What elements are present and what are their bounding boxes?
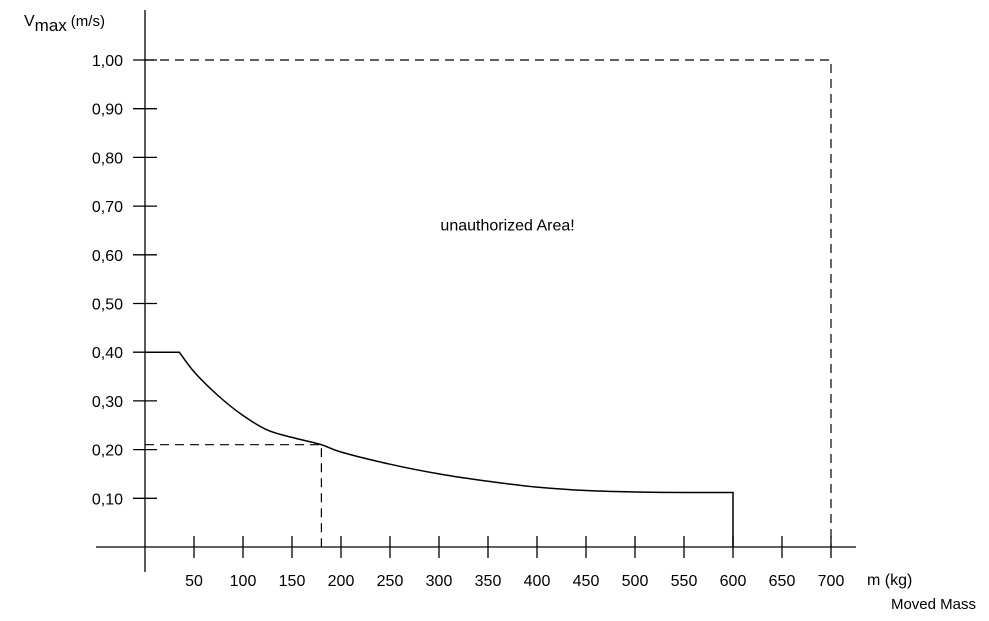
y-tick-label: 0,90 [92, 102, 123, 119]
x-tick-label: 600 [720, 573, 747, 590]
y-tick-label: 0,30 [92, 394, 123, 411]
y-axis-title-main: V [24, 13, 35, 30]
y-axis-title-subscript: max [35, 16, 68, 35]
x-tick-label: 300 [426, 573, 453, 590]
y-tick-label: 0,50 [92, 297, 123, 314]
y-tick-label: 0,10 [92, 491, 123, 508]
ticks-group: 0,10 0,20 0,30 0,40 0,50 0,60 0,70 0,80 0,90 1,00… [92, 53, 845, 590]
y-tick-label: 0,80 [92, 150, 123, 167]
labels-group: Vmax (m/s) m (kg) Moved Mass unauthorized… [24, 13, 976, 613]
x-tick-label: 650 [769, 573, 796, 590]
y-tick-label: 0,20 [92, 443, 123, 460]
y-tick-label: 1,00 [92, 53, 123, 70]
y-axis-title: Vmax (m/s) [24, 13, 105, 35]
annotation-unauthorized-area: unauthorized Area! [440, 217, 574, 234]
x-tick-label: 700 [818, 573, 845, 590]
x-tick-label: 100 [230, 573, 257, 590]
y-tick-label: 0,60 [92, 248, 123, 265]
reference-lines-group [145, 59, 832, 547]
x-tick-label: 50 [185, 573, 203, 590]
x-tick-label: 500 [622, 573, 649, 590]
axes-group [96, 10, 856, 572]
y-tick-label: 0,70 [92, 199, 123, 216]
x-axis-subtitle: Moved Mass [891, 596, 976, 613]
reference-line [145, 444, 322, 547]
reference-line [145, 59, 832, 547]
x-tick-label: 200 [328, 573, 355, 590]
x-tick-label: 250 [377, 573, 404, 590]
y-tick-label: 0,40 [92, 345, 123, 362]
x-tick-label: 150 [279, 573, 306, 590]
x-tick-label: 450 [573, 573, 600, 590]
x-tick-label: 550 [671, 573, 698, 590]
x-tick-label: 350 [475, 573, 502, 590]
x-tick-label: 400 [524, 573, 551, 590]
y-axis-title-unit: (m/s) [71, 13, 105, 30]
x-axis-title: m (kg) [867, 572, 912, 589]
series-group [145, 351, 734, 547]
max-speed-curve [145, 351, 734, 547]
